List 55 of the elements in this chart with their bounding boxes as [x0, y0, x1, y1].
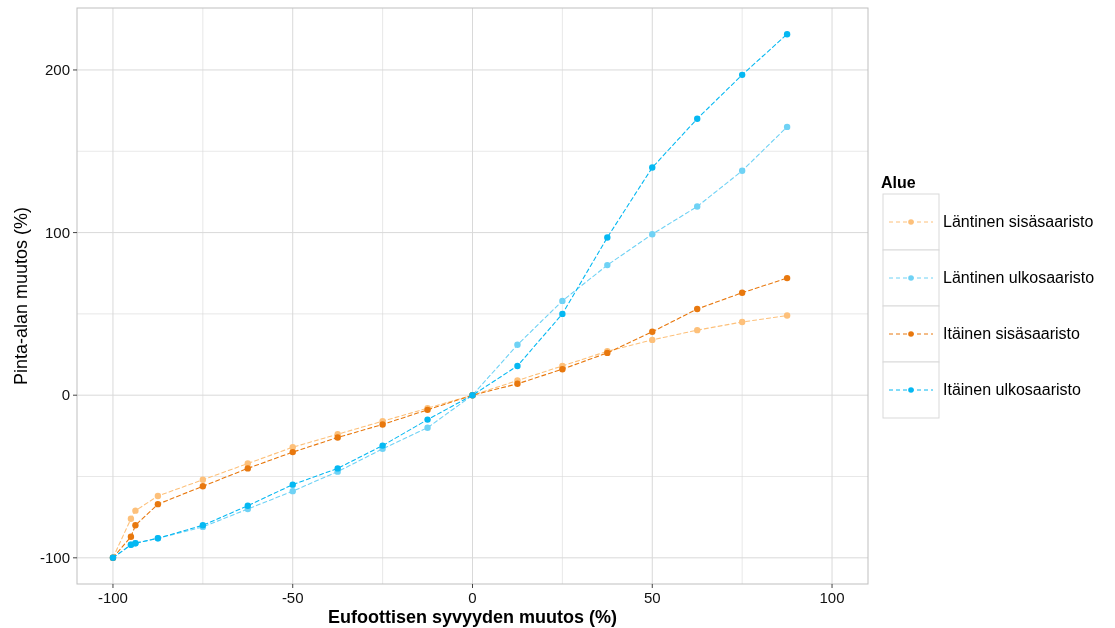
legend-label: Itäinen ulkosaaristo — [943, 381, 1081, 398]
legend-label: Läntinen ulkosaaristo — [943, 269, 1095, 286]
x-tick-label: 0 — [468, 589, 477, 606]
point — [199, 476, 207, 483]
y-axis-title: Pinta-alan muutos (%) — [11, 206, 31, 386]
point — [649, 336, 656, 344]
point — [783, 123, 791, 131]
legend-label: Itäinen sisäsaaristo — [943, 325, 1081, 342]
point — [289, 481, 296, 488]
point — [694, 203, 701, 210]
point — [379, 442, 386, 449]
legend-label: Läntinen sisäsaaristo — [943, 213, 1094, 230]
legend-title: Alue — [881, 174, 916, 191]
point — [738, 71, 746, 79]
x-axis-title: Eufoottisen syvyyden muutos (%) — [327, 607, 618, 627]
point — [559, 310, 566, 318]
point — [289, 487, 296, 495]
point — [424, 424, 431, 431]
point — [604, 234, 611, 241]
point — [649, 231, 656, 238]
point — [783, 274, 791, 282]
point — [649, 164, 656, 171]
y-tick-label: 100 — [44, 223, 70, 241]
point — [514, 362, 521, 370]
point — [738, 318, 746, 326]
point — [694, 115, 701, 122]
x-tick-label: -100 — [97, 589, 128, 606]
point — [244, 502, 251, 509]
point — [649, 328, 656, 335]
x-tick-label: 50 — [643, 589, 661, 606]
y-tick-label: 200 — [44, 60, 70, 78]
point — [244, 465, 251, 472]
point — [154, 492, 162, 500]
point — [289, 448, 296, 456]
point — [738, 167, 746, 174]
point — [199, 483, 207, 490]
point — [127, 515, 135, 522]
point — [559, 297, 566, 305]
point — [154, 500, 162, 508]
x-tick-label: 100 — [819, 589, 845, 606]
point — [783, 312, 791, 319]
point — [514, 341, 521, 348]
point — [424, 416, 431, 423]
point — [127, 533, 135, 540]
point — [694, 305, 701, 313]
point — [783, 30, 791, 38]
point — [132, 522, 139, 529]
y-tick-label: -100 — [39, 548, 70, 566]
point — [514, 380, 521, 388]
point — [604, 261, 611, 269]
point — [132, 507, 139, 514]
point — [694, 326, 701, 334]
x-tick-label: -50 — [281, 589, 304, 606]
y-tick-label: 0 — [61, 386, 70, 404]
point — [738, 289, 746, 296]
